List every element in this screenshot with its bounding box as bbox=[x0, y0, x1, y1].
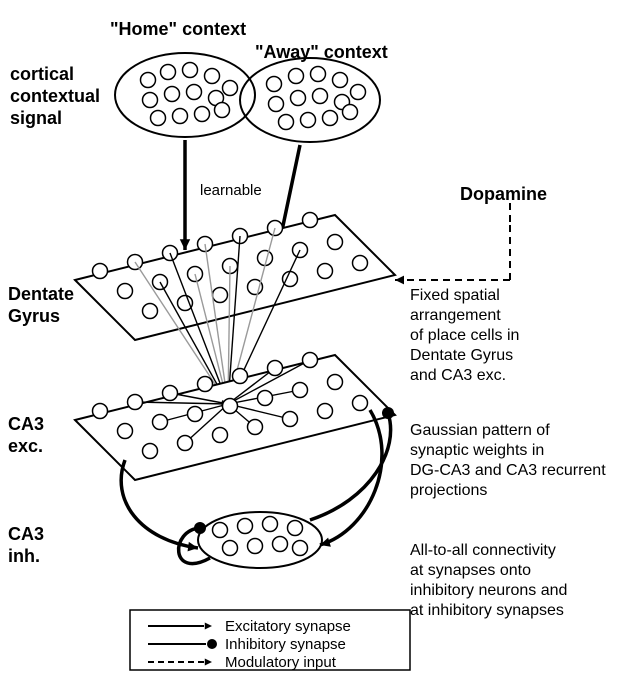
ca3-neuron bbox=[353, 396, 368, 411]
ca3-neuron bbox=[188, 407, 203, 422]
ca3-neuron bbox=[128, 395, 143, 410]
cortical-neuron bbox=[301, 113, 316, 128]
right-block-1: Dentate Gyrus bbox=[410, 347, 513, 364]
cortical-neuron bbox=[323, 111, 338, 126]
ca3inh-neuron bbox=[213, 523, 228, 538]
legend-label: Excitatory synapse bbox=[225, 618, 351, 635]
cortical-neuron bbox=[151, 111, 166, 126]
cortical-neuron bbox=[195, 107, 210, 122]
ca3inh-neuron bbox=[248, 539, 263, 554]
ca3-neuron bbox=[153, 415, 168, 430]
cortical-neuron bbox=[205, 69, 220, 84]
cortical-neuron bbox=[289, 69, 304, 84]
cortical-neuron bbox=[313, 89, 328, 104]
cortical-neuron bbox=[165, 87, 180, 102]
ca3-neuron bbox=[258, 391, 273, 406]
dg-neuron bbox=[353, 256, 368, 271]
ca3-neuron bbox=[118, 424, 133, 439]
right-block-1: Fixed spatial bbox=[410, 287, 500, 304]
inhibitory-terminal bbox=[194, 522, 206, 534]
dg-neuron bbox=[118, 284, 133, 299]
ca3-neuron bbox=[318, 404, 333, 419]
ca3-neuron bbox=[178, 436, 193, 451]
cortical-label: contextual bbox=[10, 86, 100, 106]
cortical-neuron bbox=[291, 91, 306, 106]
right-block-1: arrangement bbox=[410, 307, 501, 324]
arrowhead bbox=[180, 239, 190, 250]
right-block-2: projections bbox=[410, 482, 487, 499]
right-block-2: synaptic weights in bbox=[410, 442, 544, 459]
dg-neuron bbox=[303, 213, 318, 228]
cortical-neuron bbox=[187, 85, 202, 100]
ca3inh-neuron bbox=[288, 521, 303, 536]
right-block-3: All-to-all connectivity bbox=[410, 542, 556, 559]
dg-neuron bbox=[178, 296, 193, 311]
cortical-neuron bbox=[143, 93, 158, 108]
ca3-inh-label: inh. bbox=[8, 546, 40, 566]
legend-dot bbox=[207, 639, 217, 649]
cortical-neuron bbox=[141, 73, 156, 88]
ca3-neuron bbox=[268, 361, 283, 376]
cortical-neuron bbox=[311, 67, 326, 82]
arrowhead bbox=[395, 276, 404, 285]
ca3-neuron bbox=[143, 444, 158, 459]
ca3-neuron bbox=[328, 375, 343, 390]
ca3-neuron bbox=[223, 399, 238, 414]
inhibitory-terminal bbox=[382, 407, 394, 419]
cortical-neuron bbox=[279, 115, 294, 130]
cortical-neuron bbox=[343, 105, 358, 120]
cortical-neuron bbox=[333, 73, 348, 88]
ca3-neuron bbox=[248, 420, 263, 435]
dentate-label: Gyrus bbox=[8, 306, 60, 326]
ca3-neuron bbox=[293, 383, 308, 398]
ca3-inh-label: CA3 bbox=[8, 524, 44, 544]
ca3-neuron bbox=[198, 377, 213, 392]
cortical-neuron bbox=[267, 77, 282, 92]
dentate-label: Dentate bbox=[8, 284, 74, 304]
dg-neuron bbox=[328, 235, 343, 250]
ca3inh-neuron bbox=[293, 541, 308, 556]
cortical-neuron bbox=[173, 109, 188, 124]
ca3-neuron bbox=[233, 369, 248, 384]
right-block-3: at inhibitory synapses bbox=[410, 602, 564, 619]
dg-neuron bbox=[213, 288, 228, 303]
learnable-label: learnable bbox=[200, 182, 262, 199]
ca3inh-neuron bbox=[273, 537, 288, 552]
right-block-2: Gaussian pattern of bbox=[410, 422, 550, 439]
ca3inh-neuron bbox=[238, 519, 253, 534]
right-block-1: and CA3 exc. bbox=[410, 367, 506, 384]
cortical-neuron bbox=[269, 97, 284, 112]
legend-label: Modulatory input bbox=[225, 654, 337, 671]
right-block-1: of place cells in bbox=[410, 327, 519, 344]
ca3-neuron bbox=[213, 428, 228, 443]
cortical-neuron bbox=[183, 63, 198, 78]
right-block-3: at synapses onto bbox=[410, 562, 531, 579]
ca3-neuron bbox=[93, 404, 108, 419]
arrowhead bbox=[205, 659, 212, 666]
ca3-neuron bbox=[283, 412, 298, 427]
dopamine-label: Dopamine bbox=[460, 184, 547, 204]
ca3-neuron bbox=[163, 386, 178, 401]
cortical-neuron bbox=[351, 85, 366, 100]
diagram-svg: "Home" context"Away" contextcorticalcont… bbox=[0, 0, 638, 677]
ca3inh-neuron bbox=[263, 517, 278, 532]
cortical-neuron bbox=[215, 103, 230, 118]
ca3-neuron bbox=[303, 353, 318, 368]
arrowhead bbox=[205, 623, 212, 630]
cortical-neuron bbox=[161, 65, 176, 80]
right-block-2: DG-CA3 and CA3 recurrent bbox=[410, 462, 606, 479]
legend-label: Inhibitory synapse bbox=[225, 636, 346, 653]
cortical-label: cortical bbox=[10, 64, 74, 84]
cortical-label: signal bbox=[10, 108, 62, 128]
dg-neuron bbox=[318, 264, 333, 279]
home-context-label: "Home" context bbox=[110, 19, 246, 39]
cortical-neuron bbox=[223, 81, 238, 96]
ca3inh-neuron bbox=[223, 541, 238, 556]
dg-neuron bbox=[143, 304, 158, 319]
right-block-3: inhibitory neurons and bbox=[410, 582, 567, 599]
dg-neuron bbox=[93, 264, 108, 279]
ca3-exc-label: exc. bbox=[8, 436, 43, 456]
ca3-exc-label: CA3 bbox=[8, 414, 44, 434]
